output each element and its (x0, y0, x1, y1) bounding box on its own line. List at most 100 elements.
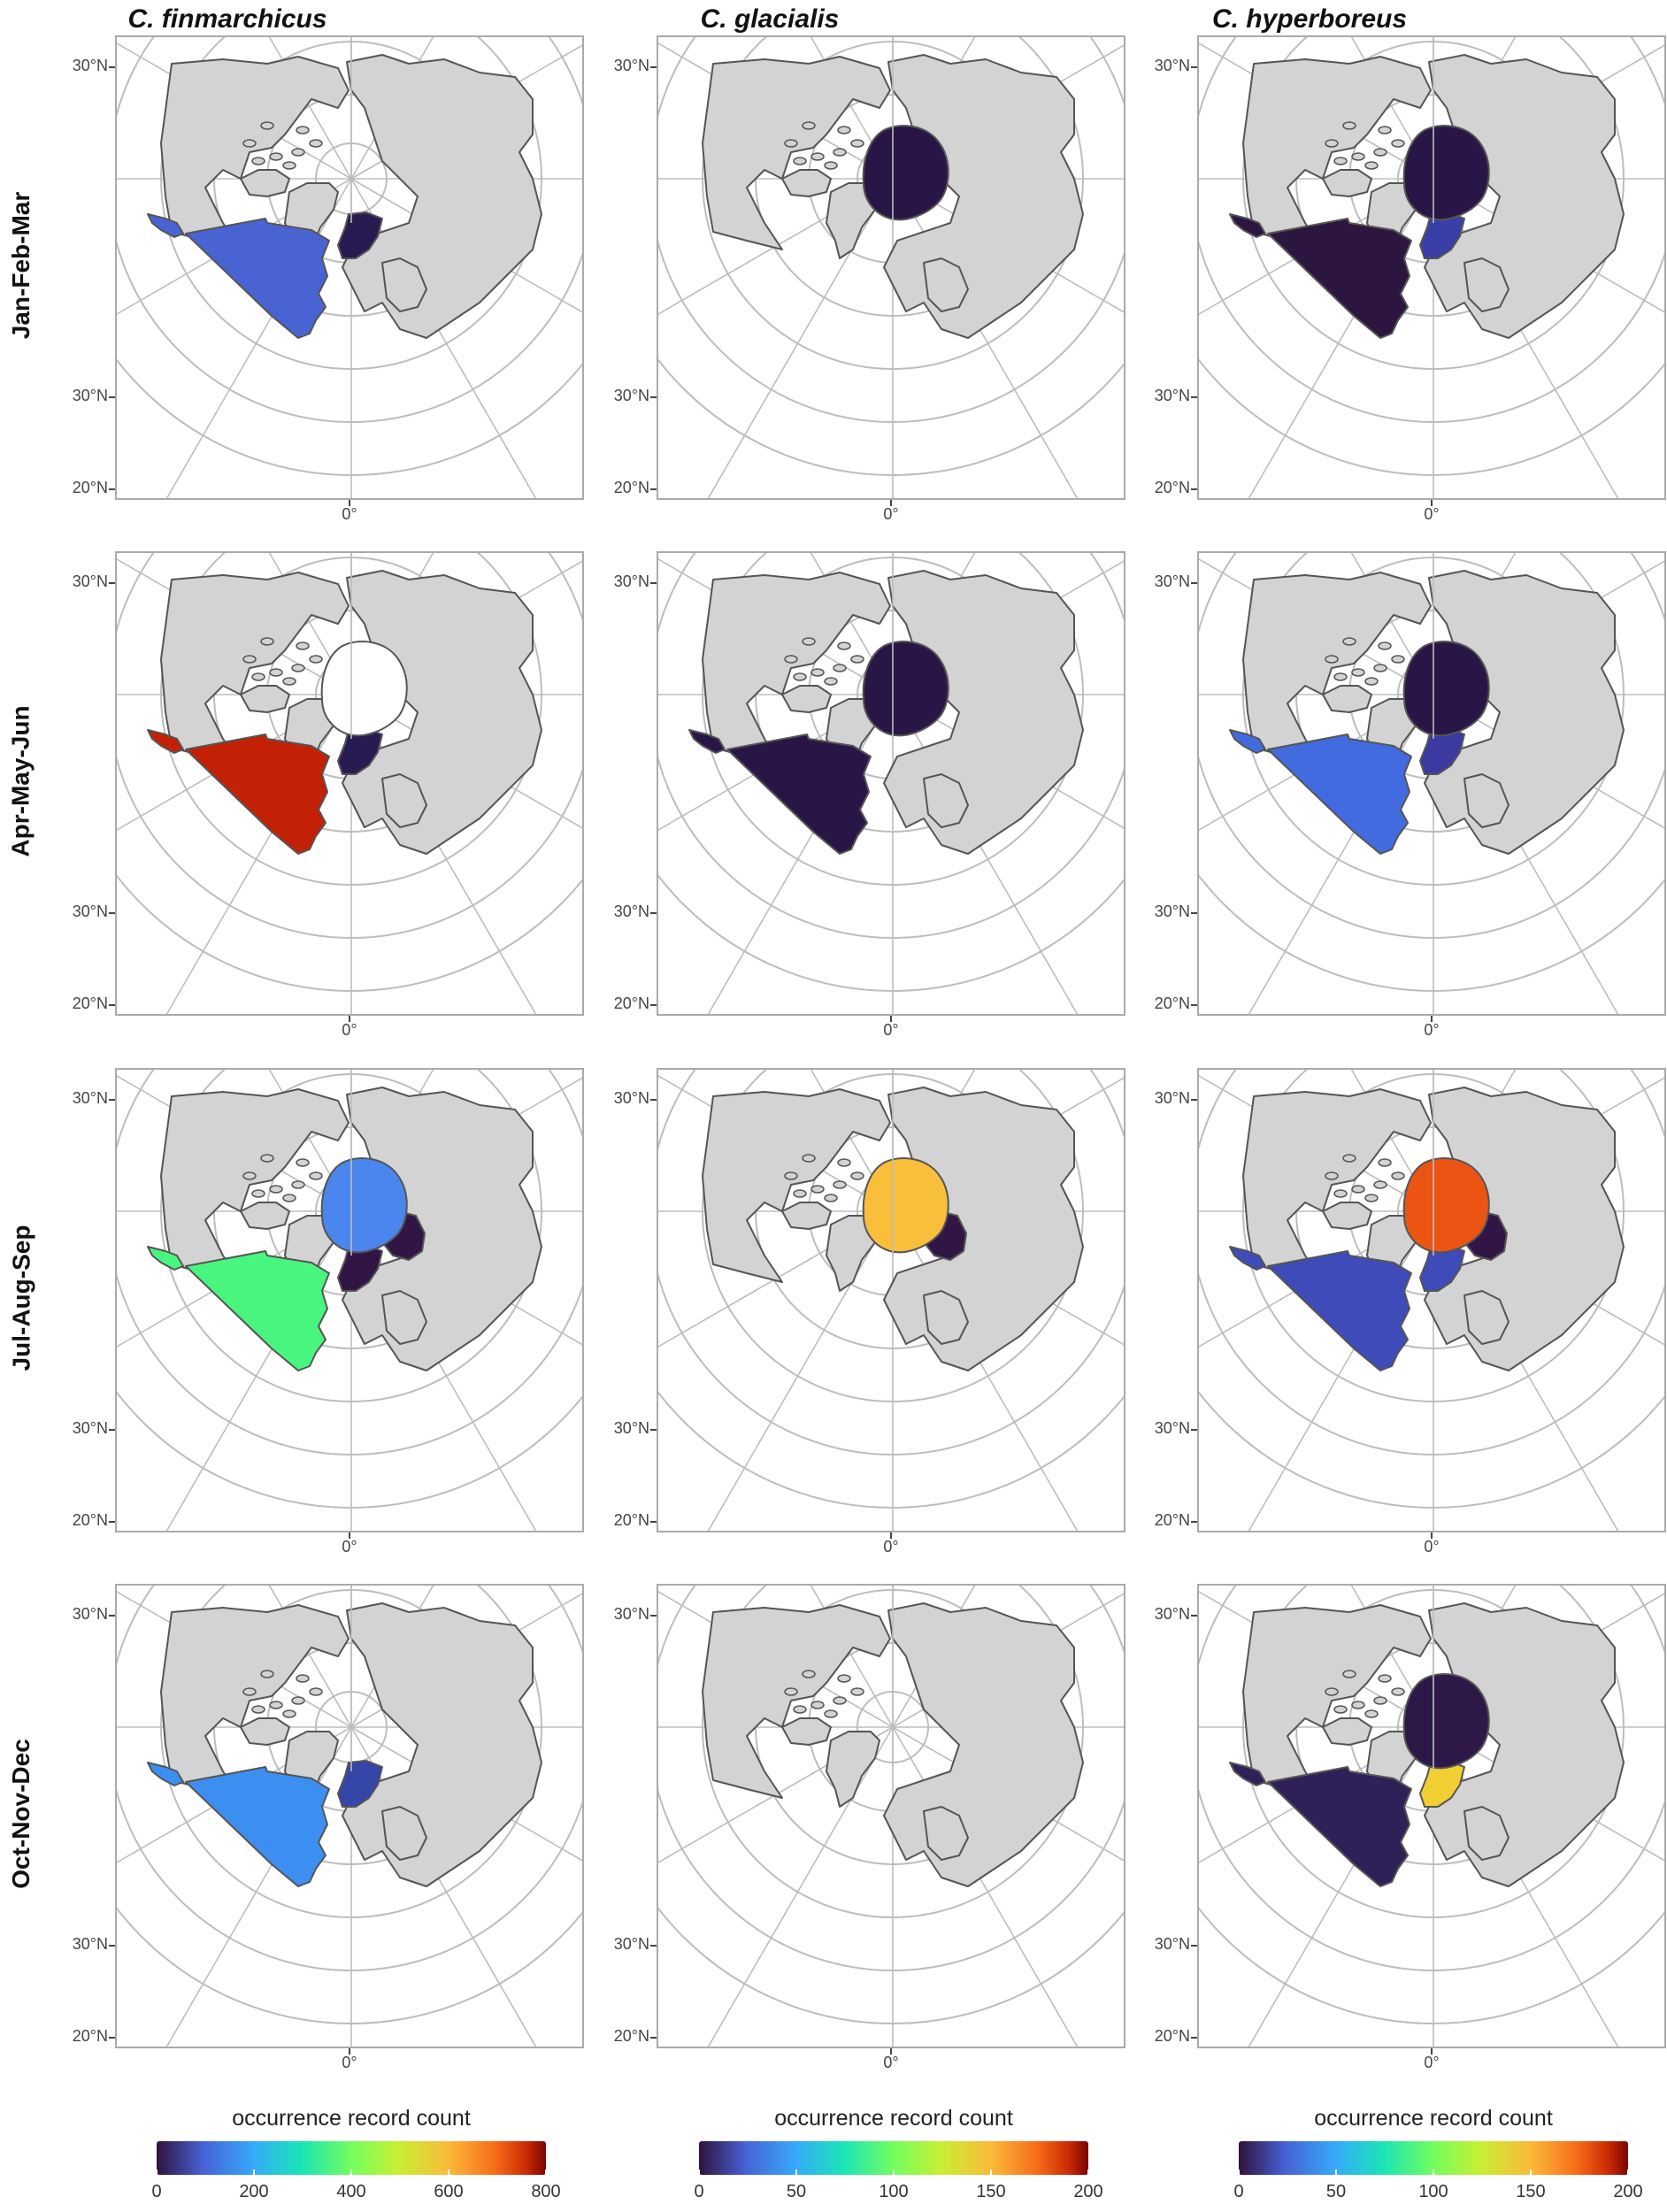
island (1342, 637, 1356, 646)
latitude-label: 20°N (72, 995, 108, 1012)
latitude-tick (1191, 2037, 1197, 2039)
region-atlantic (185, 1766, 330, 1887)
longitude-tick (890, 500, 892, 506)
island (810, 1185, 825, 1194)
island (296, 1158, 310, 1167)
land-europeBits (923, 257, 969, 312)
longitude-tick (349, 1532, 350, 1539)
land-greenland (826, 1731, 880, 1808)
legend-tick-label: 0 (151, 2182, 162, 2201)
latitude-tick (1191, 66, 1197, 68)
graticule-meridian (707, 178, 894, 498)
island (242, 1171, 257, 1180)
legend-tick-label: 200 (239, 2182, 269, 2201)
polar-map (1199, 37, 1664, 498)
island (296, 126, 310, 134)
island (251, 157, 265, 165)
region-labrador (1229, 1762, 1266, 1786)
graticule-meridian (810, 553, 894, 695)
graticule-meridian (165, 1210, 352, 1531)
region-labrador (147, 729, 184, 754)
island (1333, 157, 1348, 165)
graticule-meridian (268, 37, 352, 180)
graticule-meridian (165, 1726, 352, 2047)
region-arctic (320, 641, 408, 737)
island (850, 1687, 864, 1696)
island (242, 139, 257, 148)
legend-tick-mark (1087, 2170, 1089, 2175)
latitude-label: 30°N (613, 1089, 649, 1107)
graticule-meridian (1433, 178, 1664, 313)
region-arctic (862, 125, 949, 221)
legend-tick-mark (1530, 2170, 1532, 2175)
island (1391, 139, 1405, 148)
latitude-tick (109, 912, 115, 914)
longitude-label: 0° (342, 2054, 357, 2071)
island (260, 1154, 274, 1163)
island (1378, 126, 1392, 134)
latitude-label: 20°N (1154, 995, 1190, 1012)
polar-map (658, 37, 1124, 498)
region-atlantic (1267, 1766, 1412, 1887)
column-title-finmarchicus: C. finmarchicus (127, 4, 327, 34)
island (1342, 121, 1356, 130)
latitude-tick (1191, 488, 1197, 490)
island (251, 1705, 265, 1714)
island (802, 637, 816, 646)
longitude-tick (890, 2048, 892, 2055)
land-canadaIslands (781, 169, 832, 197)
legend-tick-mark (893, 2170, 895, 2175)
latitude-label: 30°N (1154, 572, 1190, 590)
latitude-tick (109, 1429, 115, 1431)
island (1342, 1154, 1356, 1163)
latitude-label: 30°N (72, 57, 108, 74)
land-europeBits (381, 1806, 427, 1861)
legend-tick-label: 200 (1073, 2182, 1103, 2201)
row-title-oct-nov-dec: Oct-Nov-Dec (7, 1739, 35, 1889)
legend-tick-mark (1627, 2170, 1629, 2175)
graticule-meridian (1248, 1210, 1434, 1531)
latitude-label: 30°N (72, 572, 108, 590)
land-europeBits (1463, 1806, 1510, 1861)
region-labrador (147, 1762, 184, 1786)
latitude-tick (1191, 1521, 1197, 1523)
island (793, 157, 807, 165)
latitude-tick (650, 912, 657, 914)
latitude-tick (650, 1099, 657, 1101)
land-canadaIslands (1322, 1202, 1372, 1230)
map-panel-finmarchicus-jan-feb-mar (115, 35, 584, 500)
latitude-label: 20°N (613, 995, 649, 1012)
map-panel-glacialis-jul-aug-sep (657, 1068, 1125, 1532)
island (1373, 1696, 1387, 1705)
latitude-tick (109, 1521, 115, 1523)
map-panel-finmarchicus-apr-may-jun (115, 551, 584, 1016)
map-panel-glacialis-jan-feb-mar (657, 35, 1125, 500)
land-canadaIslands (240, 685, 290, 713)
island (824, 161, 838, 170)
longitude-label: 0° (883, 1021, 899, 1039)
land-europeBits (381, 1290, 427, 1345)
graticule-meridian (810, 1070, 894, 1212)
legend-tick-label: 50 (786, 2182, 807, 2201)
land-europeBits (1463, 773, 1510, 828)
map-panel-hyperboreus-oct-nov-dec (1197, 1584, 1666, 2048)
island (833, 148, 847, 157)
island (1325, 139, 1339, 148)
land-canadaIslands (1322, 685, 1372, 713)
map-panel-finmarchicus-jul-aug-sep (115, 1068, 584, 1532)
land-canadaIslands (781, 685, 832, 713)
island (793, 1189, 807, 1198)
latitude-label: 30°N (1154, 387, 1190, 404)
island (837, 641, 851, 650)
map-panel-glacialis-apr-may-jun (657, 551, 1125, 1016)
legend-tick-mark (253, 2170, 255, 2175)
polar-map (658, 1070, 1124, 1531)
graticule-meridian (810, 37, 894, 180)
legend-tick-mark (350, 2170, 352, 2175)
polar-map (117, 1586, 582, 2047)
region-labrador (1229, 213, 1266, 238)
region-arctic (1402, 1673, 1490, 1770)
region-labrador (147, 213, 184, 238)
latitude-label: 30°N (72, 1605, 108, 1623)
island (269, 152, 283, 161)
